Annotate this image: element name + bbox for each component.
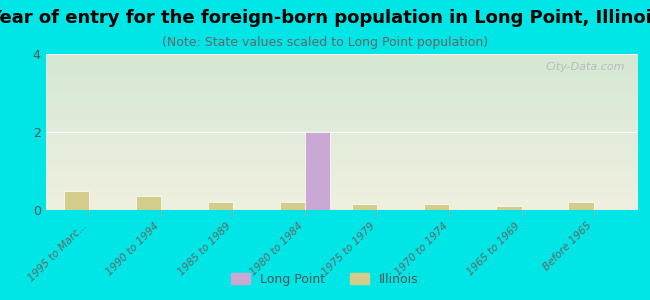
Bar	[306, 132, 330, 210]
Bar	[64, 190, 89, 210]
Bar	[352, 204, 377, 210]
Bar	[136, 196, 161, 210]
Bar	[569, 202, 593, 210]
Bar	[497, 206, 521, 210]
Text: City-Data.com: City-Data.com	[545, 62, 625, 72]
Bar	[280, 202, 305, 210]
Text: (Note: State values scaled to Long Point population): (Note: State values scaled to Long Point…	[162, 36, 488, 49]
Bar	[424, 204, 449, 210]
Legend: Long Point, Illinois: Long Point, Illinois	[226, 268, 424, 291]
Bar	[208, 202, 233, 210]
Text: Year of entry for the foreign-born population in Long Point, Illinois: Year of entry for the foreign-born popul…	[0, 9, 650, 27]
